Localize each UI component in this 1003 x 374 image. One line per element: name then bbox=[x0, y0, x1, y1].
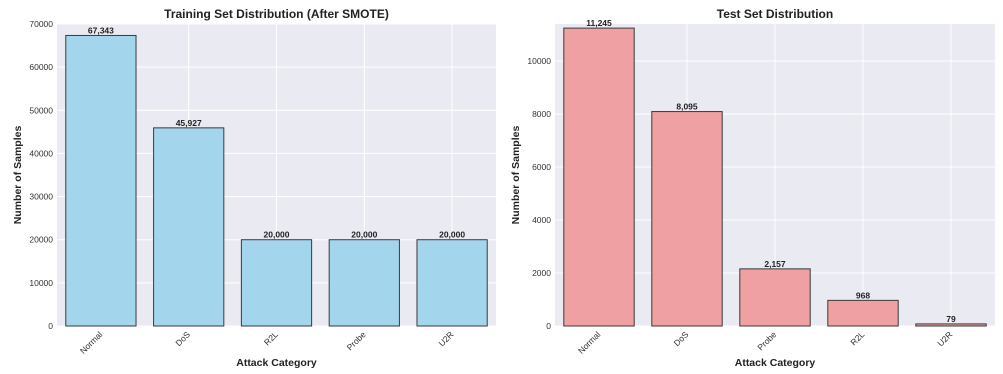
test-chart-title: Test Set Distribution bbox=[717, 7, 833, 21]
data-label: 67,343 bbox=[88, 25, 114, 35]
y-tick-label: 70000 bbox=[29, 19, 53, 29]
y-axis-label: Number of Samples bbox=[12, 126, 24, 225]
bar-u2r bbox=[416, 239, 488, 327]
x-axis-label: Attack Category bbox=[236, 357, 317, 369]
bar-probe bbox=[328, 239, 400, 327]
data-label: 20,000 bbox=[439, 230, 465, 240]
training-chart-title: Training Set Distribution (After SMOTE) bbox=[164, 7, 389, 21]
data-label: 8,095 bbox=[676, 102, 698, 112]
y-tick-label: 10000 bbox=[527, 56, 551, 66]
test-set-chart: 020004000600080001000011,245Normal8,095D… bbox=[510, 7, 995, 369]
y-tick-label: 0 bbox=[546, 321, 551, 331]
training-set-chart: 0 10000 20000 30000 40000 50000 60000 70000 67,3… bbox=[12, 7, 496, 369]
y-tick-label: 60000 bbox=[29, 62, 53, 72]
data-label: 2,157 bbox=[764, 259, 786, 269]
data-label: 20,000 bbox=[264, 230, 290, 240]
bar-dos bbox=[153, 127, 225, 327]
x-axis-label: Attack Category bbox=[735, 357, 816, 369]
data-label: 968 bbox=[856, 290, 870, 300]
y-tick-label: 20000 bbox=[29, 235, 53, 245]
bar-dos bbox=[651, 111, 723, 327]
y-tick-label: 10000 bbox=[29, 278, 53, 288]
data-label: 11,245 bbox=[586, 18, 612, 28]
y-axis-label: Number of Samples bbox=[510, 126, 522, 225]
bar-normal bbox=[65, 34, 137, 327]
y-tick-label: 50000 bbox=[29, 105, 53, 115]
bar-probe bbox=[739, 268, 811, 327]
y-tick-label: 30000 bbox=[29, 192, 53, 202]
data-label: 79 bbox=[946, 314, 956, 324]
y-tick-label: 6000 bbox=[532, 162, 551, 172]
y-tick-label: 4000 bbox=[532, 215, 551, 225]
y-tick-label: 8000 bbox=[532, 109, 551, 119]
bar-r2l bbox=[827, 299, 899, 327]
y-tick-label: 2000 bbox=[532, 268, 551, 278]
y-tick-label: 40000 bbox=[29, 148, 53, 158]
y-tick-label: 0 bbox=[48, 321, 53, 331]
bar-u2r bbox=[915, 323, 987, 327]
data-label: 20,000 bbox=[351, 230, 377, 240]
bar-r2l bbox=[240, 239, 313, 327]
data-label: 45,927 bbox=[176, 118, 202, 128]
bar-normal bbox=[563, 27, 635, 327]
